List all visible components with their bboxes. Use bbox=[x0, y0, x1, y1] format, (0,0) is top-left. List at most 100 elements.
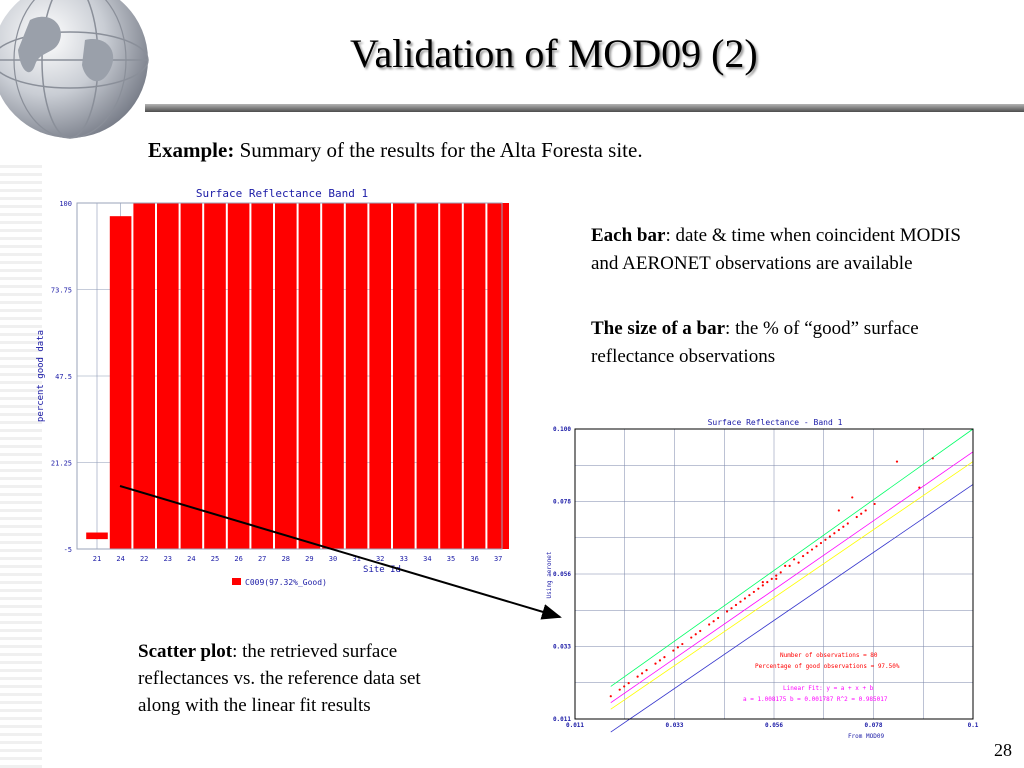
scatter-point bbox=[672, 649, 675, 652]
bar-chart-xtick: 26 bbox=[234, 555, 242, 563]
bar bbox=[369, 203, 391, 549]
note-bar-size-label: The size of a bar bbox=[591, 318, 726, 339]
annotation-observations: Number of observations = 80 bbox=[780, 652, 878, 659]
title-rule bbox=[145, 104, 1024, 112]
scatter-point bbox=[918, 486, 921, 489]
bar bbox=[227, 203, 250, 549]
bar-chart-xtick: 37 bbox=[494, 555, 502, 563]
scatter-point bbox=[846, 522, 849, 525]
scatter-point bbox=[708, 623, 711, 626]
scatter-point bbox=[623, 685, 626, 688]
scatter-line-fit bbox=[610, 451, 974, 704]
scatter-ytick: 0.100 bbox=[553, 426, 571, 433]
scatter-point bbox=[717, 616, 720, 620]
bar-chart-xtick: 33 bbox=[400, 555, 408, 563]
bar-chart-xtick: 21 bbox=[93, 555, 101, 563]
scatter-xtick: 0.011 bbox=[566, 722, 584, 729]
bar bbox=[204, 203, 226, 549]
scatter-line-lower bbox=[610, 484, 974, 733]
bar-chart-xtick: 36 bbox=[470, 555, 478, 563]
bar-chart-ytick: 100 bbox=[59, 200, 72, 208]
note-bar-size: The size of a bar: the % of “good” surfa… bbox=[591, 315, 951, 371]
bar bbox=[157, 203, 179, 549]
scatter-ytick: 0.056 bbox=[553, 571, 571, 578]
left-decorative-stripes bbox=[0, 165, 42, 768]
globe-logo bbox=[0, 0, 149, 139]
note-scatter-text: : the retrieved surface reflectances vs.… bbox=[138, 641, 421, 716]
slide-subtitle: Example: Summary of the results for the … bbox=[148, 138, 643, 163]
bar-chart-ytick: 47.5 bbox=[55, 373, 72, 381]
bar-chart-xtick: 34 bbox=[423, 555, 431, 563]
bar bbox=[487, 203, 509, 549]
bar-chart-xtick: 25 bbox=[211, 555, 219, 563]
bar-chart-title: Surface Reflectance Band 1 bbox=[196, 187, 368, 200]
bar-chart-legend: C009(97.32%_Good) bbox=[245, 578, 327, 587]
note-each-bar: Each bar: date & time when coincident MO… bbox=[591, 222, 971, 278]
bar-chart-xtick: 23 bbox=[164, 555, 172, 563]
scatter-point bbox=[775, 574, 778, 577]
bar bbox=[393, 203, 415, 549]
bar-chart-xtick: 29 bbox=[305, 555, 313, 563]
scatter-xtick: 0.056 bbox=[765, 722, 783, 729]
scatter-point bbox=[761, 581, 764, 584]
scatter-chart-grid bbox=[574, 428, 974, 720]
scatter-point bbox=[636, 675, 639, 678]
scatter-ytick: 0.078 bbox=[553, 499, 571, 506]
scatter-chart-title: Surface Reflectance - Band 1 bbox=[708, 418, 843, 427]
scatter-line-upper bbox=[610, 428, 974, 687]
note-bar-size-text: : the % of “good” surface reflectance ob… bbox=[591, 318, 919, 367]
scatter-point bbox=[757, 587, 760, 590]
annotation-percentage: Percentage of good observations = 97.50% bbox=[755, 663, 900, 670]
scatter-point bbox=[779, 571, 782, 574]
scatter-point bbox=[824, 538, 827, 541]
bar-chart-xtick: 30 bbox=[329, 555, 337, 563]
scatter-point bbox=[931, 457, 934, 460]
bar-chart-yticks: 100 73.75 47.5 21.25 -5 bbox=[51, 200, 72, 554]
subtitle-label: Example: bbox=[148, 138, 235, 162]
scatter-point bbox=[770, 577, 773, 580]
scatter-chart-ylabel: Using aeronet bbox=[546, 551, 553, 598]
bar-chart: Surface Reflectance Band 1 100 73.75 47.5 2… bbox=[36, 187, 509, 587]
scatter-point bbox=[676, 646, 679, 649]
scatter-chart-points bbox=[609, 457, 934, 698]
scatter-point bbox=[752, 590, 755, 594]
bar-chart-xtick: 24 bbox=[116, 555, 124, 563]
scatter-chart-xticks: 0.011 0.033 0.056 0.078 0.1 bbox=[566, 722, 979, 729]
scatter-point bbox=[775, 577, 778, 580]
bar bbox=[463, 203, 486, 549]
bar-chart-xtick: 22 bbox=[140, 555, 148, 563]
scatter-point bbox=[815, 545, 818, 548]
scatter-point bbox=[739, 600, 742, 603]
slide-title: Validation of MOD09 (2) bbox=[350, 31, 758, 76]
scatter-point bbox=[640, 672, 644, 675]
bar-chart-xtick: 35 bbox=[447, 555, 455, 563]
scatter-point bbox=[658, 659, 662, 662]
scatter-point bbox=[609, 695, 612, 698]
scatter-chart: Surface Reflectance - Band 1 0.100 0.078 0… bbox=[546, 418, 979, 740]
scatter-point bbox=[837, 509, 840, 512]
scatter-point bbox=[810, 548, 814, 551]
bar bbox=[86, 532, 108, 540]
scatter-point bbox=[748, 594, 751, 597]
bar-chart-ytick: -5 bbox=[64, 546, 72, 554]
bar-chart-ytick: 73.75 bbox=[51, 287, 72, 295]
scatter-point bbox=[837, 528, 840, 532]
scatter-xtick: 0.033 bbox=[665, 722, 683, 729]
subtitle-text: Summary of the results for the Alta Fore… bbox=[234, 138, 643, 162]
scatter-chart-frame bbox=[574, 428, 974, 720]
legend-swatch bbox=[232, 578, 241, 585]
scatter-xtick: 0.1 bbox=[968, 722, 979, 729]
bar bbox=[440, 203, 462, 549]
bar bbox=[133, 203, 155, 549]
bar-chart-xtick: 24 bbox=[187, 555, 195, 563]
scatter-point bbox=[864, 509, 867, 512]
scatter-point bbox=[743, 597, 747, 600]
scatter-point bbox=[690, 636, 693, 639]
bar-chart-ylabel: percent good data bbox=[36, 330, 46, 422]
bar-chart-ytick: 21.25 bbox=[51, 460, 72, 468]
bar bbox=[345, 203, 368, 549]
annotation-fit-equation: Linear Fit: y = a + x + b bbox=[783, 685, 874, 692]
scatter-point bbox=[734, 603, 738, 607]
scatter-point bbox=[895, 460, 899, 463]
scatter-annotations: Number of observations = 80 Percentage o… bbox=[743, 652, 900, 703]
